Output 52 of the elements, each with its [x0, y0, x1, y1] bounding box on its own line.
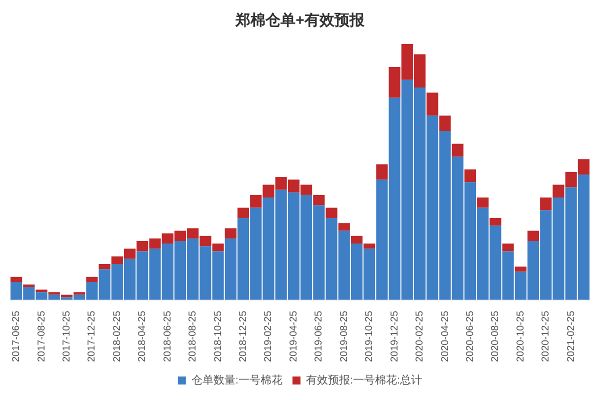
bar	[376, 164, 388, 180]
x-tick-label: 2018-02-25	[112, 310, 123, 362]
x-tick-label: 2017-08-25	[36, 310, 48, 362]
x-tick-label: 2018-12-25	[238, 310, 250, 362]
x-tick-label: 2018-06-25	[162, 310, 174, 362]
legend-label: 仓单数量:一号棉花	[191, 374, 282, 387]
bar	[464, 169, 476, 182]
x-tick-label: 2019-02-25	[263, 310, 274, 362]
bar	[237, 208, 250, 218]
bar	[426, 92, 438, 116]
x-tick-label: 2017-06-25	[11, 310, 22, 362]
x-tick-label: 2020-12-25	[540, 310, 552, 362]
chart-title: 郑棉仓单+有效预报	[234, 12, 366, 30]
bar	[74, 292, 86, 295]
x-tick-label: 2019-12-25	[389, 310, 400, 362]
bar	[23, 284, 35, 288]
bar	[48, 292, 60, 295]
bar	[514, 266, 526, 272]
bar	[326, 208, 338, 218]
x-tick-label: 2020-10-25	[515, 310, 526, 362]
x-tick-label: 2018-10-25	[212, 310, 224, 362]
x-tick-label: 2017-10-25	[61, 310, 72, 362]
x-tick-label: 2020-02-25	[414, 310, 426, 362]
x-tick-label: 2019-04-25	[288, 310, 300, 362]
x-tick-label: 2020-06-25	[464, 310, 476, 362]
bar	[477, 198, 489, 208]
x-tick-label: 2019-08-25	[338, 310, 350, 362]
x-tick-label: 2018-04-25	[137, 310, 148, 362]
bar	[452, 144, 464, 157]
bar	[36, 290, 48, 292]
x-tick-label: 2018-08-25	[188, 310, 199, 362]
x-tick-label: 2017-12-25	[86, 310, 98, 362]
bar	[527, 230, 540, 242]
x-tick-label: 2019-06-25	[314, 310, 325, 362]
bar	[350, 236, 363, 244]
bar	[86, 276, 98, 282]
bar	[502, 244, 514, 252]
bar	[98, 264, 110, 270]
bar	[313, 194, 325, 206]
bar	[540, 198, 552, 210]
x-tick-label: 2019-10-25	[364, 310, 376, 362]
x-tick-label: 2020-08-25	[490, 310, 502, 362]
bar	[60, 294, 73, 298]
bar	[364, 244, 376, 249]
bar	[10, 276, 22, 282]
x-tick-label: 2020-04-25	[440, 310, 451, 362]
x-tick-label: 2021-02-25	[566, 310, 577, 362]
bar	[490, 218, 502, 226]
bar	[338, 223, 350, 231]
legend-label: 有效预报:一号棉花:总计	[306, 374, 422, 387]
bar	[224, 228, 236, 238]
bar	[439, 116, 451, 131]
